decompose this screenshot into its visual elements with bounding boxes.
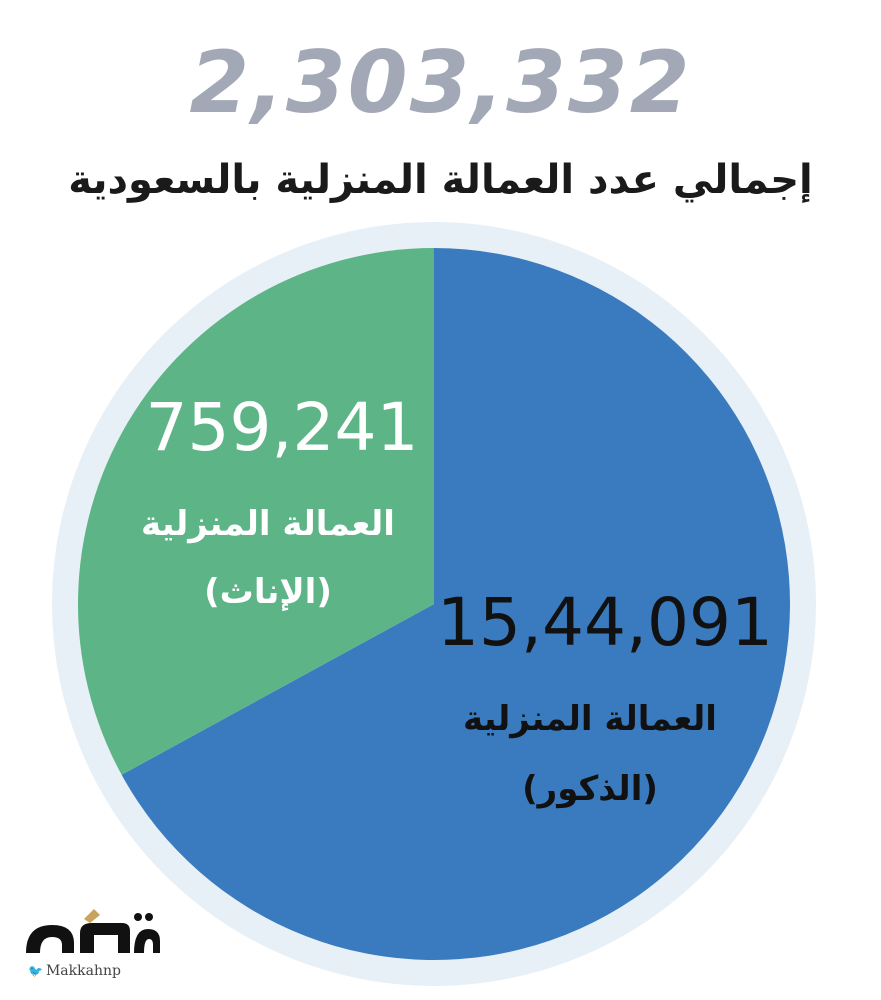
makkah-logo-icon [26, 909, 160, 953]
slice-value-label-1: 759,241 [146, 389, 419, 466]
pie-slice-1 [78, 248, 434, 775]
twitter-handle: 🐦 Makkahnp [28, 963, 121, 979]
brand-logo: 🐦 Makkahnp [22, 905, 172, 985]
slice-gender-label-0: (الذكور) [522, 769, 658, 809]
total-count: 2,303,332 [189, 33, 692, 133]
slice-value-label-0: 15,44,091 [437, 584, 773, 661]
pie-slice-0 [121, 248, 791, 961]
slice-category-label-1: العمالة المنزلية [141, 504, 395, 544]
twitter-bird-icon: 🐦 [28, 964, 43, 978]
chart-subtitle: إجمالي عدد العمالة المنزلية بالسعودية [68, 157, 813, 203]
twitter-handle-text: Makkahnp [45, 963, 121, 979]
slice-category-label-0: العمالة المنزلية [463, 699, 717, 739]
slice-gender-label-1: (الإناث) [204, 572, 332, 612]
